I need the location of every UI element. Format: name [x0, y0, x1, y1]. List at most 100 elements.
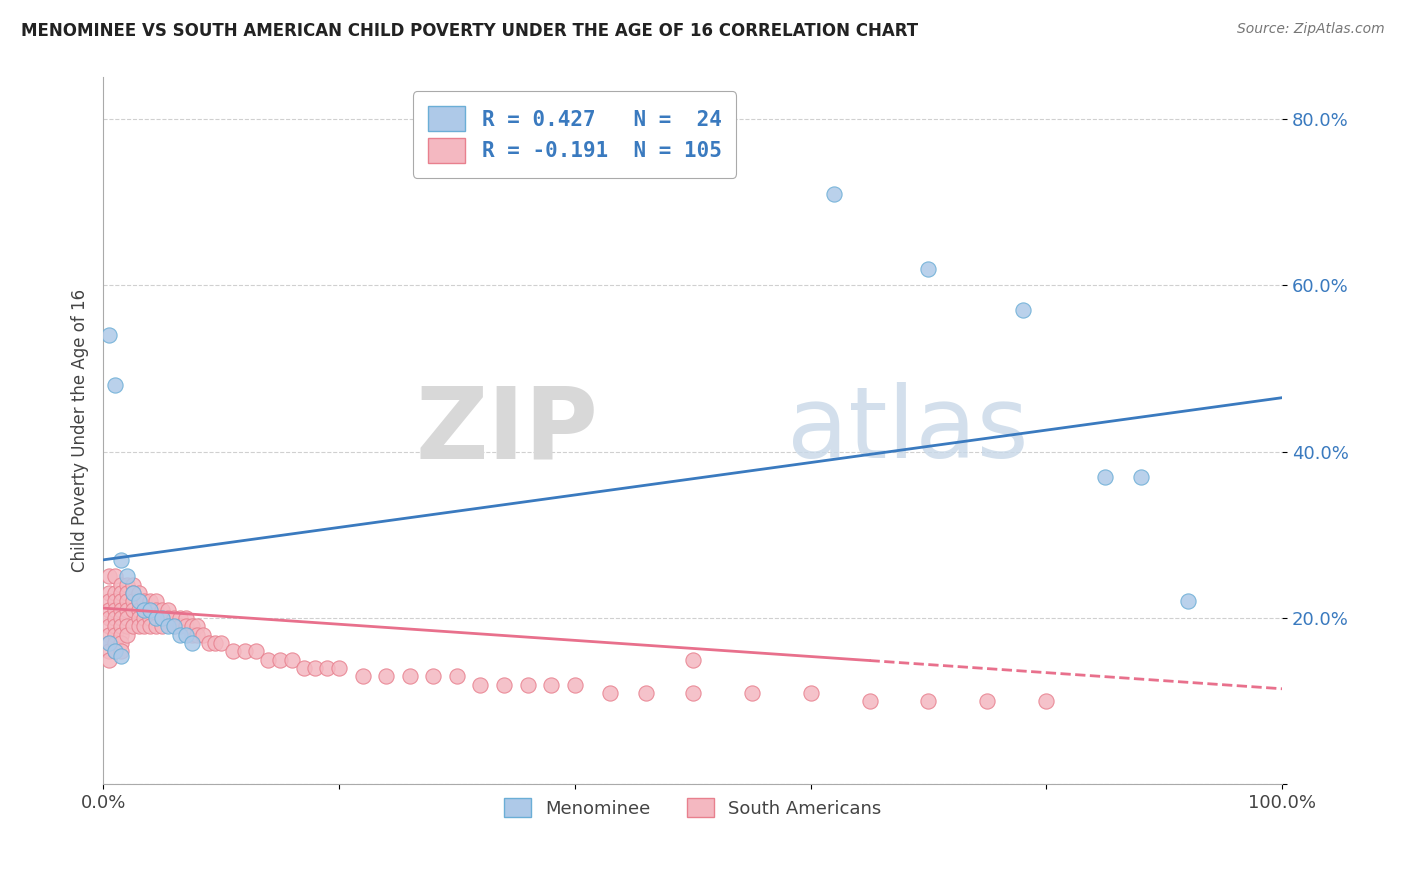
Point	[150, 603, 173, 617]
Point	[198, 636, 221, 650]
Point	[139, 603, 162, 617]
Point	[1177, 594, 1199, 608]
Point	[104, 611, 127, 625]
Text: Source: ZipAtlas.com: Source: ZipAtlas.com	[1237, 22, 1385, 37]
Point	[156, 611, 179, 625]
Point	[98, 611, 121, 625]
Point	[193, 628, 215, 642]
Point	[121, 586, 143, 600]
Point	[741, 686, 763, 700]
Point	[150, 611, 173, 625]
Point	[257, 653, 280, 667]
Point	[470, 678, 492, 692]
Point	[134, 603, 156, 617]
Point	[174, 619, 197, 633]
Point	[375, 669, 398, 683]
Point	[917, 694, 939, 708]
Point	[115, 603, 138, 617]
Point	[115, 619, 138, 633]
Text: atlas: atlas	[787, 383, 1029, 479]
Point	[169, 611, 191, 625]
Point	[98, 586, 121, 600]
Point	[104, 603, 127, 617]
Point	[1129, 469, 1152, 483]
Point	[163, 619, 186, 633]
Point	[115, 578, 138, 592]
Point	[186, 628, 208, 642]
Point	[209, 636, 232, 650]
Point	[104, 636, 127, 650]
Point	[128, 619, 150, 633]
Point	[599, 686, 621, 700]
Point	[163, 619, 186, 633]
Point	[1011, 303, 1033, 318]
Point	[304, 661, 326, 675]
Point	[156, 603, 179, 617]
Point	[917, 261, 939, 276]
Point	[858, 694, 880, 708]
Point	[98, 653, 121, 667]
Point	[104, 569, 127, 583]
Point	[163, 611, 186, 625]
Point	[446, 669, 468, 683]
Point	[98, 569, 121, 583]
Point	[145, 603, 167, 617]
Point	[110, 648, 132, 663]
Point	[352, 669, 374, 683]
Point	[1094, 469, 1116, 483]
Point	[104, 594, 127, 608]
Point	[222, 644, 245, 658]
Point	[823, 186, 845, 201]
Point	[180, 636, 202, 650]
Point	[800, 686, 823, 700]
Point	[145, 594, 167, 608]
Point	[186, 619, 208, 633]
Point	[110, 644, 132, 658]
Point	[128, 586, 150, 600]
Point	[204, 636, 226, 650]
Legend: Menominee, South Americans: Menominee, South Americans	[496, 791, 889, 825]
Point	[98, 636, 121, 650]
Point	[516, 678, 538, 692]
Point	[104, 644, 127, 658]
Point	[121, 586, 143, 600]
Point	[269, 653, 291, 667]
Text: ZIP: ZIP	[416, 383, 599, 479]
Point	[682, 686, 704, 700]
Point	[121, 578, 143, 592]
Point	[98, 644, 121, 658]
Point	[115, 586, 138, 600]
Point	[169, 628, 191, 642]
Point	[110, 628, 132, 642]
Point	[128, 603, 150, 617]
Point	[98, 603, 121, 617]
Point	[104, 628, 127, 642]
Point	[110, 603, 132, 617]
Point	[110, 611, 132, 625]
Point	[134, 603, 156, 617]
Point	[121, 603, 143, 617]
Point	[292, 661, 315, 675]
Point	[422, 669, 444, 683]
Point	[110, 594, 132, 608]
Point	[104, 619, 127, 633]
Point	[98, 328, 121, 343]
Point	[104, 586, 127, 600]
Point	[180, 628, 202, 642]
Point	[98, 619, 121, 633]
Point	[169, 619, 191, 633]
Point	[156, 619, 179, 633]
Point	[139, 619, 162, 633]
Point	[245, 644, 267, 658]
Point	[976, 694, 998, 708]
Point	[492, 678, 515, 692]
Point	[98, 636, 121, 650]
Point	[150, 619, 173, 633]
Point	[110, 553, 132, 567]
Point	[1035, 694, 1057, 708]
Point	[115, 611, 138, 625]
Point	[110, 636, 132, 650]
Point	[634, 686, 657, 700]
Point	[180, 619, 202, 633]
Point	[121, 619, 143, 633]
